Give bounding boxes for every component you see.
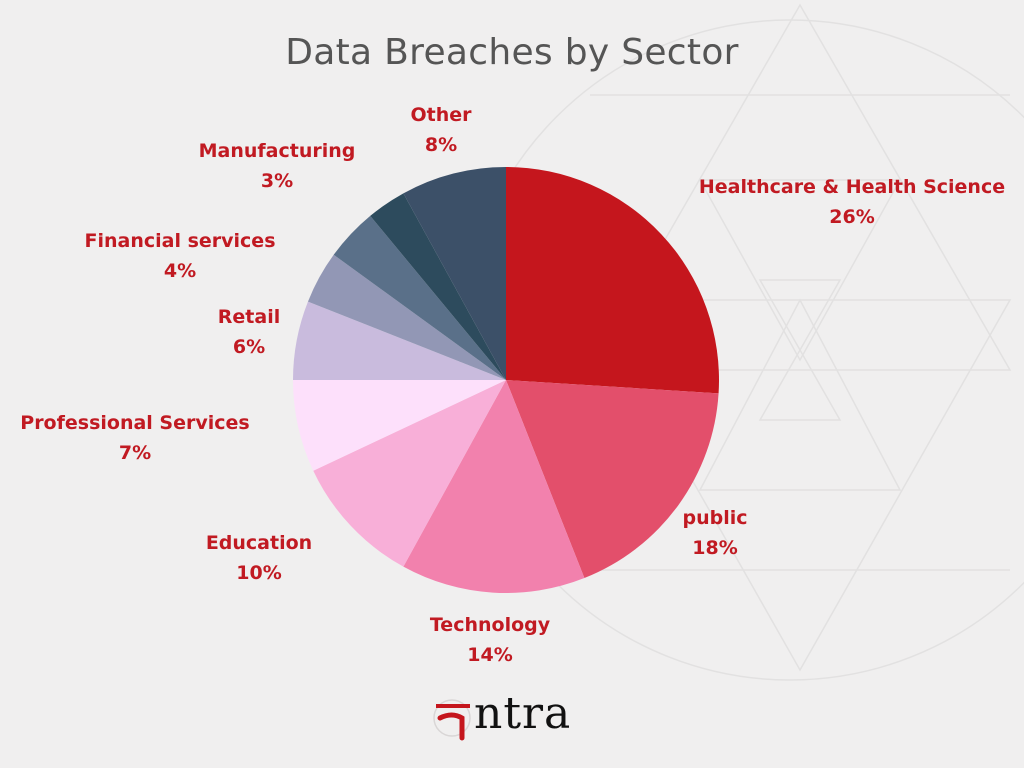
slice-label-name: Education (205, 532, 313, 554)
pie-slice-public (506, 380, 719, 579)
slice-label-value: 10% (236, 562, 282, 584)
pie-slice-other (403, 167, 506, 380)
slice-label-name: Healthcare & Health Science (698, 176, 1006, 198)
brand-name: ntra (474, 688, 572, 739)
pie-slice-education (313, 380, 506, 567)
slice-label-name: public (682, 507, 748, 529)
pie-slice-other (370, 193, 506, 380)
pie-slice-manufacturing (333, 215, 506, 380)
slice-label-value: 14% (467, 644, 513, 666)
slice-label-name: Other (410, 104, 472, 126)
slice-label: Professional Services 7% (20, 408, 249, 468)
slice-label-name: Technology (429, 614, 551, 636)
chart-title: Data Breaches by Sector (285, 32, 739, 73)
slice-label: Healthcare & Health Science 26% (699, 172, 1005, 232)
pie-slice-technology (403, 380, 585, 593)
slice-label-value: 6% (232, 336, 266, 358)
slice-label: Manufacturing 3% (199, 136, 356, 196)
slice-label-value: 26% (829, 206, 875, 228)
slice-label-name: Retail (217, 306, 281, 328)
antra-logo-icon (433, 699, 471, 741)
slice-label: Retail 6% (218, 302, 280, 362)
slice-label-value: 3% (260, 170, 294, 192)
slice-label-value: 8% (424, 134, 458, 156)
pie-slice-financial-services (307, 254, 506, 380)
pie-slice-healthcare-health-science (506, 167, 719, 394)
slice-label-value: 4% (163, 260, 197, 282)
slice-label: Education 10% (206, 528, 312, 588)
slice-label: Financial services 4% (84, 226, 275, 286)
slice-label-value: 18% (692, 537, 738, 559)
slice-label: Other 8% (410, 100, 471, 160)
slice-label-name: Financial services (84, 230, 276, 252)
slice-label: Technology 14% (430, 610, 550, 670)
slice-label: public 18% (682, 503, 747, 563)
slice-label-value: 7% (118, 442, 152, 464)
pie-slice-retail (293, 301, 506, 380)
brand-logo: ntra (420, 688, 610, 748)
slice-label-name: Manufacturing (198, 140, 356, 162)
pie-slice-professional-services (293, 380, 506, 471)
slice-label-name: Professional Services (20, 412, 250, 434)
